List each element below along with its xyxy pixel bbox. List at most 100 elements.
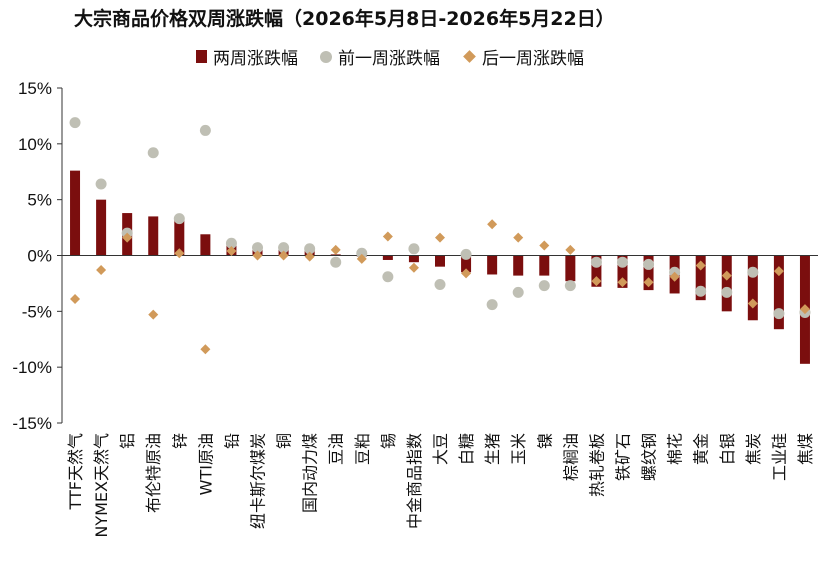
bar-two-week	[461, 255, 472, 273]
point-prev-week	[486, 299, 498, 311]
chart-legend: 两周涨跌幅 前一周涨跌幅 后一周涨跌幅	[196, 44, 606, 69]
x-tick-label: 黄金	[692, 433, 711, 465]
point-prev-week	[356, 247, 368, 259]
bar-two-week	[96, 199, 107, 256]
point-prev-week	[460, 248, 472, 260]
point-next-week	[487, 219, 498, 230]
x-tick-label: TTF天然气	[66, 433, 85, 510]
point-next-week	[669, 271, 680, 282]
bar-two-week	[200, 234, 211, 256]
point-prev-week	[95, 178, 107, 190]
y-tick-label: 0%	[27, 247, 52, 266]
point-prev-week	[434, 279, 446, 291]
point-next-week	[721, 270, 732, 281]
point-prev-week	[721, 286, 733, 298]
legend-label-prev-week: 前一周涨跌幅	[338, 49, 440, 69]
point-prev-week	[225, 237, 237, 249]
y-tick-label: 10%	[18, 135, 52, 154]
legend-item-bar: 两周涨跌幅	[196, 44, 298, 69]
point-prev-week	[252, 242, 264, 254]
point-prev-week	[69, 117, 81, 129]
bar-two-week	[773, 255, 784, 330]
y-tick-label: -15%	[12, 414, 52, 433]
point-prev-week	[147, 147, 159, 159]
point-prev-week	[616, 256, 628, 268]
point-next-week	[747, 298, 758, 309]
point-prev-week	[512, 286, 524, 298]
bar-two-week	[617, 255, 628, 288]
bar-two-week	[330, 254, 341, 256]
point-prev-week	[278, 242, 290, 254]
point-next-week	[278, 250, 289, 261]
point-next-week	[591, 276, 602, 287]
point-prev-week	[408, 243, 420, 255]
point-prev-week	[173, 213, 185, 225]
point-next-week	[174, 248, 185, 259]
bar-two-week	[408, 255, 419, 263]
x-tick-label: 棕榈油	[561, 433, 580, 481]
x-tick-label: 锌	[170, 433, 189, 449]
x-tick-label: 铝	[118, 433, 137, 449]
x-tick-label: 焦煤	[796, 433, 815, 465]
point-next-week	[330, 244, 341, 255]
x-tick-label: 玉米	[509, 433, 528, 465]
y-tick-label: 15%	[18, 79, 52, 98]
point-next-week	[695, 260, 706, 271]
point-next-week	[643, 277, 654, 288]
point-next-week	[799, 304, 810, 315]
x-tick-label: 铅	[222, 433, 241, 449]
legend-label-two-week: 两周涨跌幅	[213, 49, 298, 69]
x-tick-label: 工业硅	[770, 433, 789, 481]
point-next-week	[356, 253, 367, 264]
x-tick-label: 豆油	[327, 433, 346, 465]
x-tick-label: 大豆	[431, 433, 450, 465]
point-prev-week	[304, 243, 316, 255]
bar-two-week	[695, 255, 706, 301]
legend-dot-swatch	[320, 50, 332, 63]
x-tick-label: 布伦特原油	[144, 433, 163, 513]
legend-item-diamond: 后一周涨跌幅	[462, 44, 584, 69]
bar-two-week	[487, 255, 498, 275]
x-tick-label: 豆粕	[353, 433, 372, 465]
x-tick-label: WTI原油	[196, 433, 215, 495]
bar-two-week	[70, 170, 81, 256]
point-next-week	[617, 277, 628, 288]
bar-two-week	[643, 255, 654, 291]
point-prev-week	[747, 266, 759, 278]
point-next-week	[539, 240, 550, 251]
point-next-week	[70, 294, 81, 305]
point-next-week	[435, 232, 445, 243]
point-prev-week	[382, 271, 394, 283]
x-tick-label: NYMEX天然气	[92, 433, 111, 538]
bar-two-week	[565, 255, 576, 282]
point-prev-week	[199, 124, 211, 136]
point-next-week	[200, 344, 211, 355]
point-next-week	[461, 268, 472, 279]
x-tick-label: 镍	[535, 433, 554, 449]
x-tick-label: 棉花	[666, 433, 685, 465]
bar-two-week	[747, 255, 758, 321]
y-tick-label: 5%	[27, 191, 52, 210]
point-next-week	[565, 244, 576, 255]
legend-label-next-week: 后一周涨跌幅	[482, 49, 584, 69]
point-prev-week	[538, 280, 550, 292]
point-next-week	[382, 231, 393, 242]
bar-two-week	[513, 255, 524, 276]
x-tick-label: 铁矿石	[613, 433, 632, 481]
x-tick-label: 白糖	[457, 433, 476, 465]
x-tick-label: 热轧卷板	[587, 433, 606, 497]
point-prev-week	[695, 285, 707, 297]
x-tick-label: 生猪	[483, 433, 502, 465]
x-tick-label: 焦炭	[744, 433, 763, 465]
x-tick-label: 铜	[275, 433, 294, 449]
point-next-week	[148, 309, 159, 320]
x-tick-label: 国内动力煤	[301, 433, 320, 513]
point-prev-week	[773, 308, 785, 320]
point-next-week	[226, 246, 237, 257]
point-next-week	[96, 265, 107, 276]
point-next-week	[252, 250, 263, 261]
point-next-week	[122, 232, 133, 243]
y-tick-label: -5%	[22, 302, 52, 321]
legend-item-dot: 前一周涨跌幅	[320, 44, 440, 69]
